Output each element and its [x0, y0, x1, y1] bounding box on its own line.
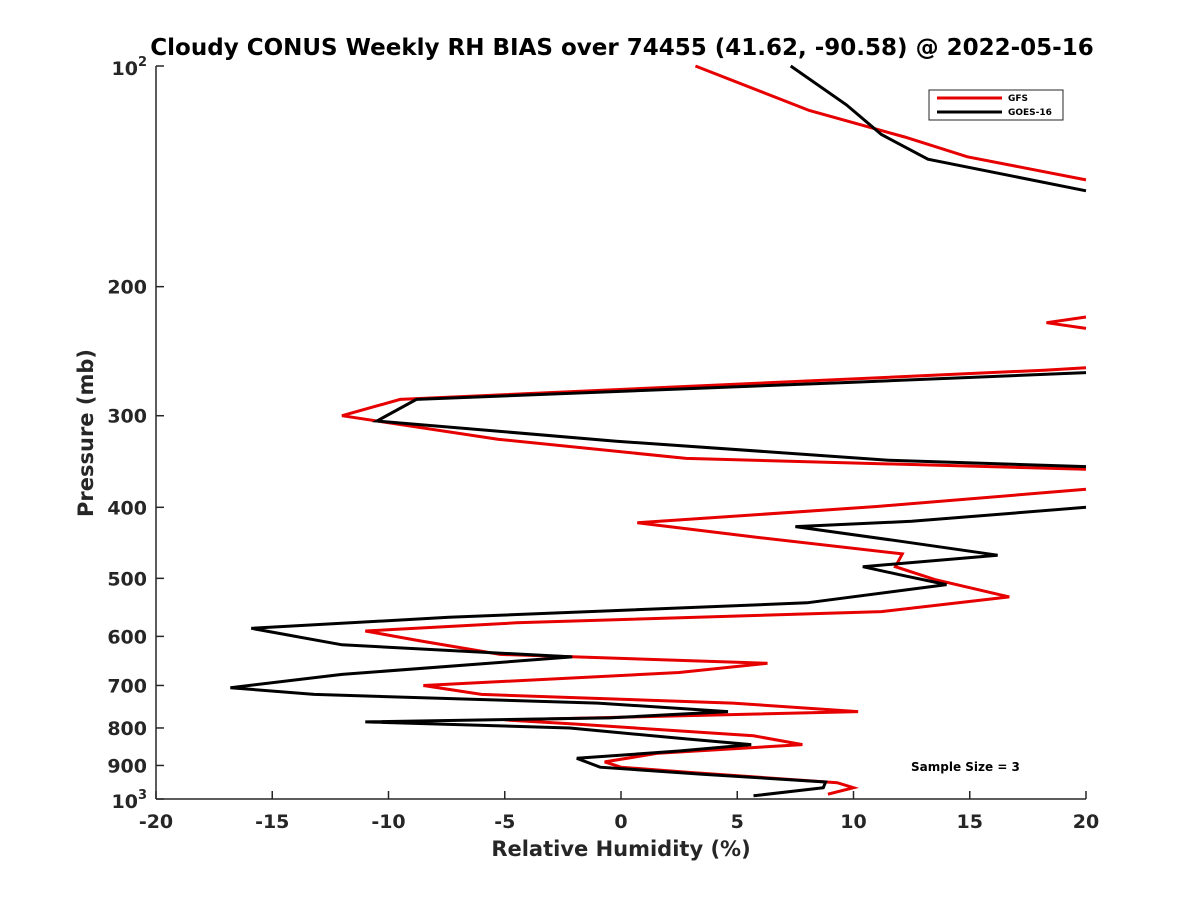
y-tick-label: 800 — [107, 718, 147, 740]
y-tick-label: 500 — [107, 568, 147, 590]
x-tick-label: -5 — [494, 811, 515, 833]
x-tick-label: -15 — [255, 811, 289, 833]
y-axis-label: Pressure (mb) — [74, 349, 98, 517]
x-tick-label: -20 — [139, 811, 173, 833]
y-tick-label: 200 — [107, 277, 147, 299]
legend-box — [928, 89, 1064, 121]
series-lines — [230, 64, 1087, 798]
x-tick-label: 0 — [614, 811, 627, 833]
y-tick-label: 103 — [112, 788, 148, 813]
x-tick-label: 15 — [957, 811, 983, 833]
chart-title: Cloudy CONUS Weekly RH BIAS over 74455 (… — [150, 35, 1093, 61]
y-tick-label: 900 — [107, 755, 147, 777]
y-tick-label: 600 — [107, 626, 147, 648]
legend-label-gfs: GFS — [1008, 94, 1028, 104]
y-tick-label: 102 — [112, 55, 148, 80]
x-ticks: -20 -15 -10 -5 0 5 10 15 20 — [139, 791, 1099, 833]
y-tick-label: 300 — [107, 406, 147, 428]
sample-size-annotation: Sample Size = 3 — [911, 760, 1020, 774]
x-tick-label: -10 — [371, 811, 405, 833]
y-tick-label: 400 — [107, 497, 147, 519]
series-line-goes-16 — [230, 64, 1087, 798]
legend: GFS GOES-16 — [928, 89, 1064, 121]
axes — [155, 66, 1086, 800]
y-tick-label: 700 — [107, 675, 147, 697]
legend-label-goes-16: GOES-16 — [1008, 108, 1052, 118]
y-ticks: 102 200 300 400 500 600 700 800 900 103 — [107, 55, 164, 813]
series-line-gfs — [341, 64, 1087, 796]
x-tick-label: 5 — [731, 811, 744, 833]
x-axis-label: Relative Humidity (%) — [491, 837, 750, 861]
x-tick-label: 10 — [840, 811, 866, 833]
x-tick-label: 20 — [1073, 811, 1099, 833]
